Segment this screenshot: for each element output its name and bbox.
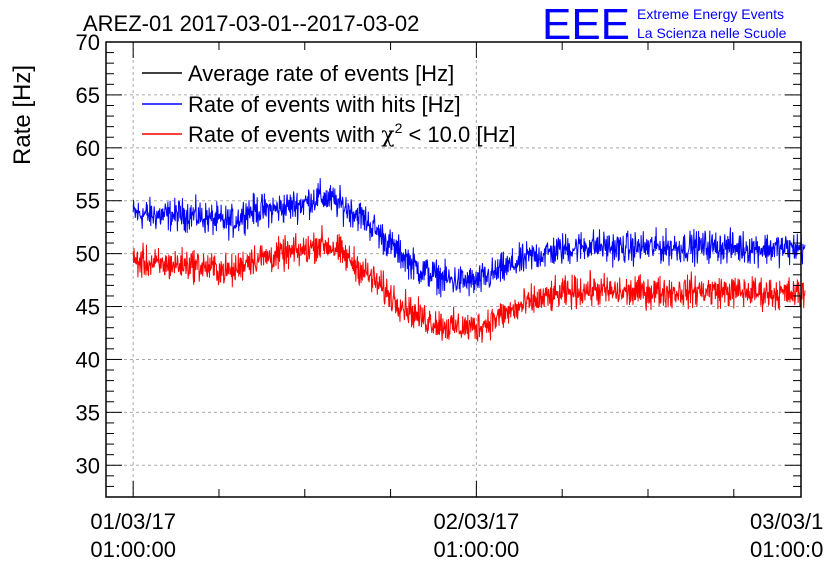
y-tick-label: 55: [76, 189, 100, 214]
y-tick-label: 65: [76, 83, 100, 108]
y-tick-label: 60: [76, 136, 100, 161]
x-tick-label-time: 01:00:0: [750, 537, 823, 562]
y-tick-label: 70: [76, 30, 100, 55]
series-layer: [132, 178, 806, 343]
y-tick-label: 30: [76, 453, 100, 478]
y-tick-label: 40: [76, 347, 100, 372]
legend-label-chi2: Rate of events with χ2 < 10.0 [Hz]: [188, 120, 515, 148]
axis-labels: 30 35 40 45 50 55 60 65 70 01/03/17 01:00:00 02/03/…: [76, 30, 824, 562]
x-tick-label-time: 01:00:00: [434, 537, 520, 562]
logo-line1: Extreme Energy Events: [637, 6, 784, 22]
chart-title: AREZ-01 2017-03-01--2017-03-02: [83, 11, 419, 36]
y-tick-label: 50: [76, 242, 100, 267]
x-tick-label-time: 01:00:00: [90, 537, 176, 562]
eee-logo: EEE Extreme Energy Events La Scienza nel…: [542, 0, 787, 49]
x-tick-label-date: 02/03/17: [434, 509, 520, 534]
legend-chi2-symbol: χ: [381, 123, 394, 148]
legend: Average rate of events [Hz] Rate of even…: [142, 61, 515, 148]
plot-frame: [105, 41, 802, 498]
y-axis-label: Rate [Hz]: [9, 65, 36, 165]
legend-chi2-suffix: < 10.0 [Hz]: [402, 122, 515, 147]
series-line-0: [132, 178, 806, 298]
y-tick-label: 45: [76, 295, 100, 320]
logo-line2: La Scienza nelle Scuole: [637, 25, 787, 41]
legend-label-hits: Rate of events with hits [Hz]: [188, 92, 461, 117]
grid: [106, 41, 801, 497]
legend-label-average: Average rate of events [Hz]: [188, 61, 454, 86]
x-tick-label-date: 03/03/1: [750, 509, 823, 534]
y-tick-label: 35: [76, 400, 100, 425]
eee-logo-mark: EEE: [542, 0, 630, 49]
legend-chi2-sup: 2: [395, 120, 403, 136]
series-line-1: [132, 225, 806, 343]
axis-ticks: [106, 41, 801, 497]
legend-chi2-prefix: Rate of events with: [188, 122, 381, 147]
x-tick-label-date: 01/03/17: [90, 509, 176, 534]
